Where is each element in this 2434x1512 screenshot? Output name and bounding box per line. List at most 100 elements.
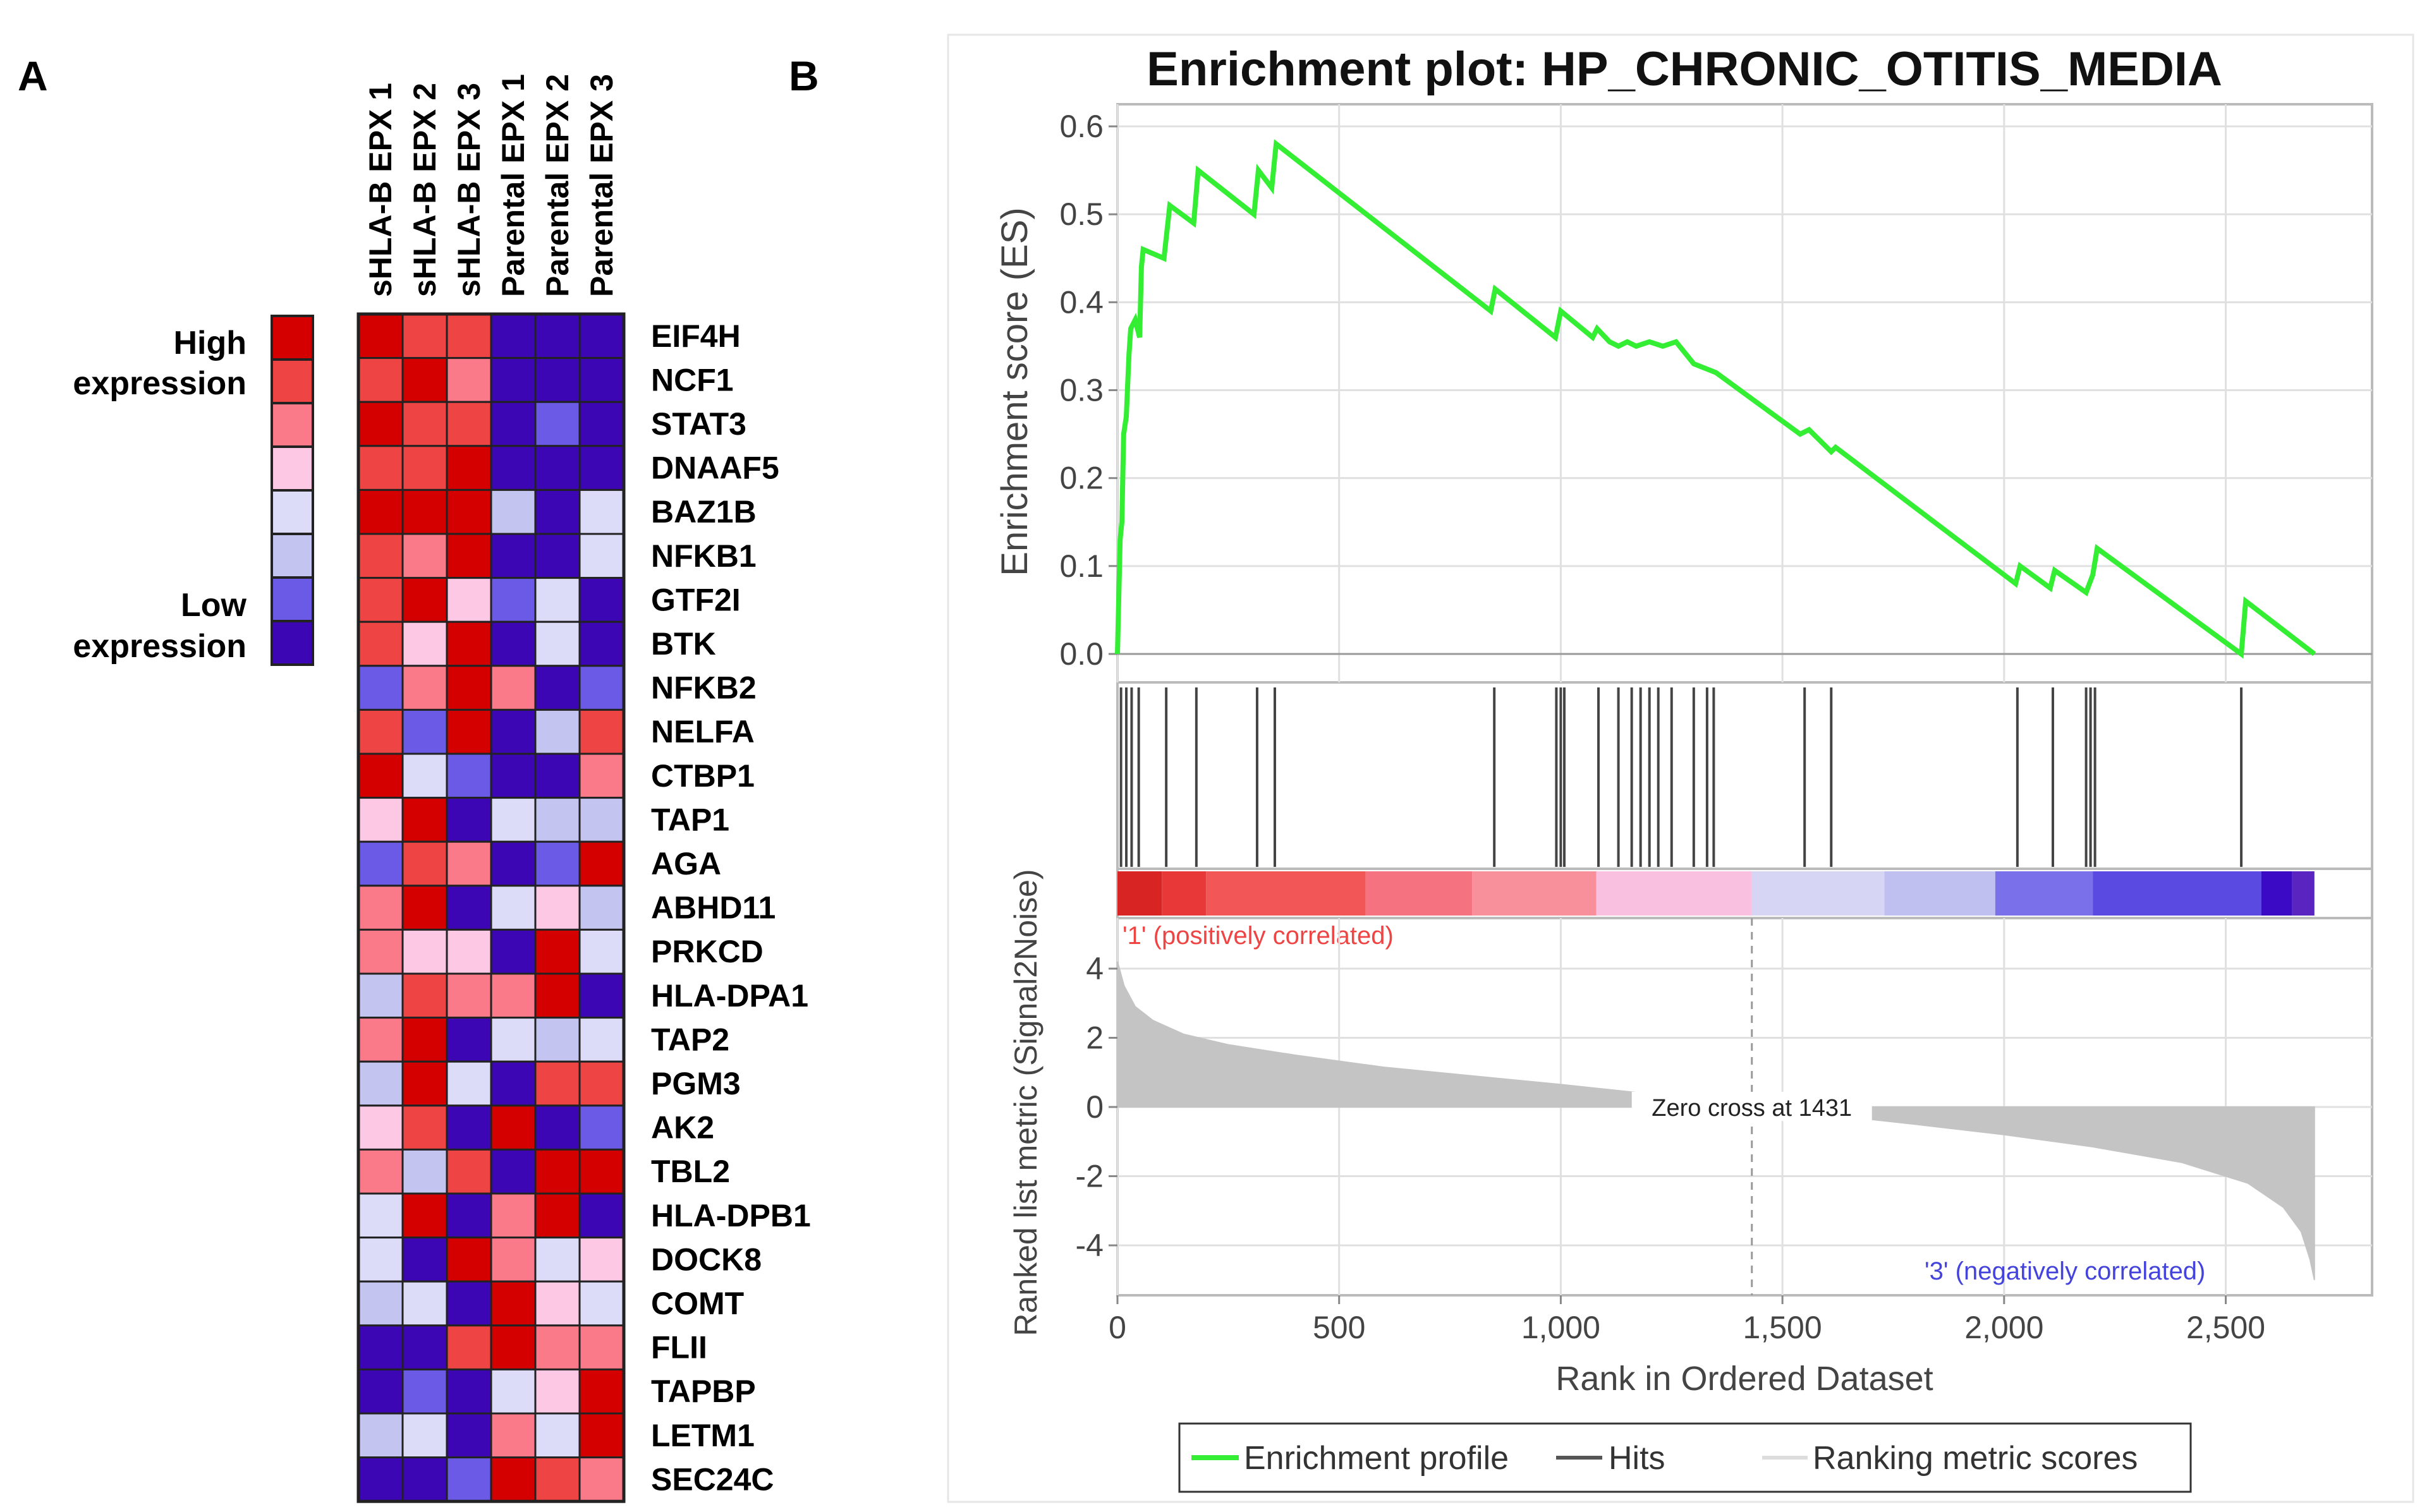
heatmap-cell-stat3-0 [357, 401, 404, 447]
heatmap-row-label-aga: AGA [651, 846, 721, 881]
heatmap-cell-nfkb2-2 [446, 665, 492, 711]
heatmap-cell-prkcd-1 [401, 928, 448, 975]
heatmap-cell-nfkb1-2 [446, 533, 492, 579]
heatmap-row-label-tapbp: TAPBP [651, 1374, 756, 1409]
heatmap-cell-ak2-4 [534, 1104, 581, 1151]
es-y-tick-label-6: 0.6 [1059, 109, 1104, 144]
heatmap-cell-tap1-5 [578, 797, 625, 843]
negative-correlated-label: '3' (negatively correlated) [1925, 1257, 2205, 1285]
heatmap-cell-dock8-3 [490, 1237, 537, 1283]
heatmap-cell-tapbp-3 [490, 1368, 537, 1415]
heatmap-column-label-parental-epx-2: Parental EPX 2 [540, 74, 575, 297]
heatmap-cell-dnaaf5-0 [357, 445, 404, 491]
heatmap-cell-tapbp-5 [578, 1368, 625, 1415]
heatmap-cell-dnaaf5-5 [578, 445, 625, 491]
es-y-tick-label-1: 0.1 [1059, 548, 1104, 584]
heatmap-cell-abhd11-5 [578, 885, 625, 931]
heatmap-cell-sec24c-3 [490, 1456, 537, 1503]
ranking-bar-segment-1 [1162, 871, 1207, 916]
heatmap-cell-flii-3 [490, 1324, 537, 1370]
heatmap-cell-stat3-3 [490, 401, 537, 447]
heatmap-cell-dock8-2 [446, 1237, 492, 1283]
heatmap-cells [356, 312, 626, 1503]
hits-group [1119, 687, 2243, 867]
heatmap-row-label-tbl2: TBL2 [651, 1154, 730, 1189]
heatmap-cell-comt-5 [578, 1280, 625, 1327]
panel-b-label: B [789, 52, 819, 99]
legend-ranking-label: Ranking metric scores [1813, 1440, 2138, 1477]
heatmap-row-label-nfkb2: NFKB2 [651, 670, 757, 706]
heatmap-cell-tap2-2 [446, 1017, 492, 1063]
heatmap-cell-hla-dpa1-4 [534, 972, 581, 1019]
heatmap-cell-letm1-2 [446, 1412, 492, 1459]
heatmap-cell-aga-2 [446, 840, 492, 887]
heatmap-column-labels: sHLA-B EPX 1 sHLA-B EPX 2 sHLA-B EPX 3 Pare… [363, 74, 619, 297]
heatmap-cell-eif4h-5 [578, 313, 625, 360]
heatmap-row-label-comt: COMT [651, 1286, 744, 1321]
heatmap-cell-baz1b-2 [446, 488, 492, 535]
heatmap-cell-baz1b-5 [578, 488, 625, 535]
heatmap-cell-hla-dpa1-5 [578, 972, 625, 1019]
heatmap-cell-nfkb2-4 [534, 665, 581, 711]
heatmap-cell-tap1-0 [357, 797, 404, 843]
heatmap-cell-abhd11-3 [490, 885, 537, 931]
heatmap-cell-nfkb2-0 [357, 665, 404, 711]
heatmap-cell-dnaaf5-1 [401, 445, 448, 491]
es-y-tick-label-5: 0.5 [1059, 197, 1104, 232]
heatmap-cell-ctbp1-0 [357, 753, 404, 799]
heatmap-row-label-dock8: DOCK8 [651, 1242, 762, 1277]
heatmap-cell-tap2-1 [401, 1017, 448, 1063]
heatmap-cell-dock8-0 [357, 1237, 404, 1283]
heatmap-cell-nfkb1-1 [401, 533, 448, 579]
heatmap-cell-ctbp1-3 [490, 753, 537, 799]
zero-cross-label: Zero cross at 1431 [1652, 1095, 1852, 1122]
heatmap-cell-hla-dpb1-1 [401, 1192, 448, 1239]
heatmap-cell-baz1b-1 [401, 488, 448, 535]
heatmap-cell-letm1-4 [534, 1412, 581, 1459]
heatmap-row-label-dnaaf5: DNAAF5 [651, 451, 779, 486]
heatmap-row-label-eif4h: EIF4H [651, 318, 741, 354]
heatmap-row-labels: EIF4H NCF1 STAT3 DNAAF5 BAZ1B NFKB1 GTF2I BTK NF… [651, 318, 811, 1497]
heatmap-cell-abhd11-2 [446, 885, 492, 931]
ranking-bar-segment-0 [1117, 871, 1162, 916]
heatmap-cell-gtf2i-0 [357, 577, 404, 623]
gsea-legend-box [1178, 1422, 2192, 1493]
heatmap-cell-tap1-1 [401, 797, 448, 843]
heatmap-cell-stat3-5 [578, 401, 625, 447]
heatmap-cell-stat3-4 [534, 401, 581, 447]
heatmap-row-label-tap1: TAP1 [651, 802, 729, 837]
heatmap-cell-letm1-1 [401, 1412, 448, 1459]
heatmap-cell-hla-dpa1-1 [401, 972, 448, 1019]
metric-y-tick-label-2: 0 [1086, 1089, 1104, 1125]
heatmap-cell-eif4h-4 [534, 313, 581, 360]
heatmap-cell-gtf2i-1 [401, 577, 448, 623]
heatmap-cell-ncf1-5 [578, 357, 625, 403]
heatmap-cell-prkcd-3 [490, 928, 537, 975]
heatmap-cell-stat3-1 [401, 401, 448, 447]
legend-low-label-line1: Low [181, 587, 247, 624]
es-gridlines [1116, 104, 2372, 682]
heatmap-row-label-sec24c: SEC24C [651, 1461, 774, 1497]
legend-low-label-line2: expression [73, 628, 246, 665]
heatmap-row-label-baz1b: BAZ1B [651, 494, 757, 529]
heatmap-row-label-flii: FLII [651, 1330, 707, 1365]
es-y-tick-label-2: 0.2 [1059, 461, 1104, 496]
heatmap-cell-abhd11-1 [401, 885, 448, 931]
heatmap-cell-eif4h-3 [490, 313, 537, 360]
heatmap-cell-letm1-3 [490, 1412, 537, 1459]
heatmap-cell-abhd11-0 [357, 885, 404, 931]
heatmap-cell-comt-0 [357, 1280, 404, 1327]
heatmap-cell-tbl2-0 [357, 1148, 404, 1195]
x-tick-label-1000: 1,000 [1521, 1310, 1600, 1345]
heatmap-cell-nfkb2-3 [490, 665, 537, 711]
heatmap-row-label-hla-dpa1: HLA-DPA1 [651, 978, 808, 1013]
heatmap-row-label-stat3: STAT3 [651, 406, 746, 442]
heatmap-cell-tapbp-0 [357, 1368, 404, 1415]
legend-swatch-0 [271, 315, 314, 361]
heatmap-cell-tap2-0 [357, 1017, 404, 1063]
heatmap-cell-nfkb1-4 [534, 533, 581, 579]
heatmap-cell-pgm3-2 [446, 1060, 492, 1107]
heatmap-cell-tbl2-3 [490, 1148, 537, 1195]
heatmap-cell-aga-3 [490, 840, 537, 887]
legend-high-label-line1: High [173, 325, 246, 361]
